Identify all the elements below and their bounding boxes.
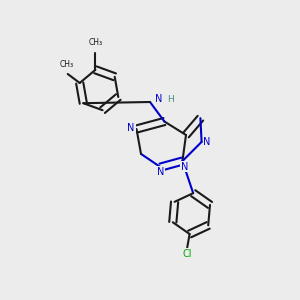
Text: N: N	[157, 167, 164, 177]
Text: Cl: Cl	[182, 248, 192, 259]
Text: CH₃: CH₃	[59, 60, 73, 69]
Text: CH₃: CH₃	[88, 38, 103, 47]
Text: N: N	[128, 123, 135, 134]
Text: N: N	[181, 161, 188, 172]
Text: H: H	[167, 94, 174, 103]
Text: N: N	[203, 137, 211, 147]
Text: N: N	[155, 94, 163, 104]
